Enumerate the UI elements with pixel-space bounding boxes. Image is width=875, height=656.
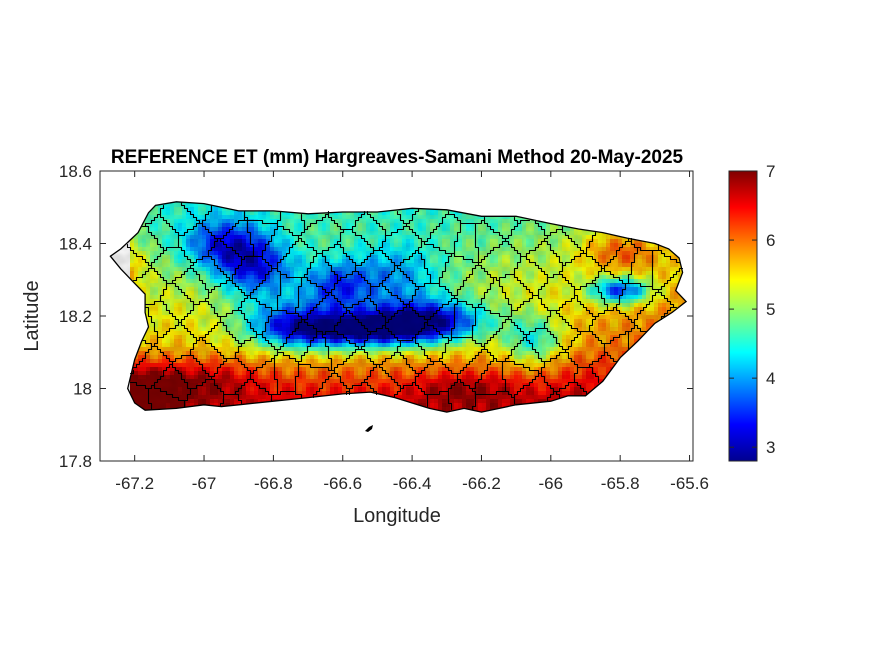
colorbar: 3 4 5 6 7	[728, 162, 775, 462]
colorbar-tick-label: 7	[766, 162, 775, 181]
islet-caja-de-muertos	[365, 425, 373, 432]
municipality-border-lines	[126, 201, 684, 411]
municipality-borders	[126, 201, 684, 411]
colorbar-tick-label: 6	[766, 231, 775, 250]
x-tick-label: -66	[539, 474, 564, 493]
y-tick-label: 17.8	[59, 452, 92, 471]
y-tick-label: 18.6	[59, 162, 92, 181]
x-tick-label: -66.2	[462, 474, 501, 493]
colorbar-tick-label: 5	[766, 300, 775, 319]
y-axis-ticks: 17.8 18 18.2 18.4 18.6	[59, 162, 693, 471]
x-tick-label: -66.8	[254, 474, 293, 493]
colorbar-tick-label: 3	[766, 438, 775, 457]
map-title: REFERENCE ET (mm) Hargreaves-Samani Meth…	[111, 147, 684, 168]
x-tick-label: -65.6	[670, 474, 709, 493]
x-axis-ticks: -67.2 -67 -66.8 -66.6 -66.4 -66.2 -66 -65.8 -65.…	[115, 171, 709, 493]
map-axes	[99, 170, 694, 462]
colorbar-ticks: 3 4 5 6 7	[729, 162, 775, 457]
field-texture	[110, 201, 687, 413]
x-tick-label: -67	[192, 474, 217, 493]
y-axis-label: Latitude	[21, 280, 43, 351]
y-tick-label: 18.4	[59, 235, 92, 254]
y-tick-label: 18.2	[59, 307, 92, 326]
colorbar-tick-label: 4	[766, 369, 775, 388]
x-tick-label: -66.4	[393, 474, 432, 493]
coastline	[109, 201, 688, 413]
colorbar-gradient	[728, 170, 758, 462]
x-axis-label: Longitude	[353, 505, 441, 527]
x-tick-label: -67.2	[115, 474, 154, 493]
x-tick-label: -65.8	[601, 474, 640, 493]
x-tick-label: -66.6	[323, 474, 362, 493]
y-tick-label: 18	[73, 380, 92, 399]
